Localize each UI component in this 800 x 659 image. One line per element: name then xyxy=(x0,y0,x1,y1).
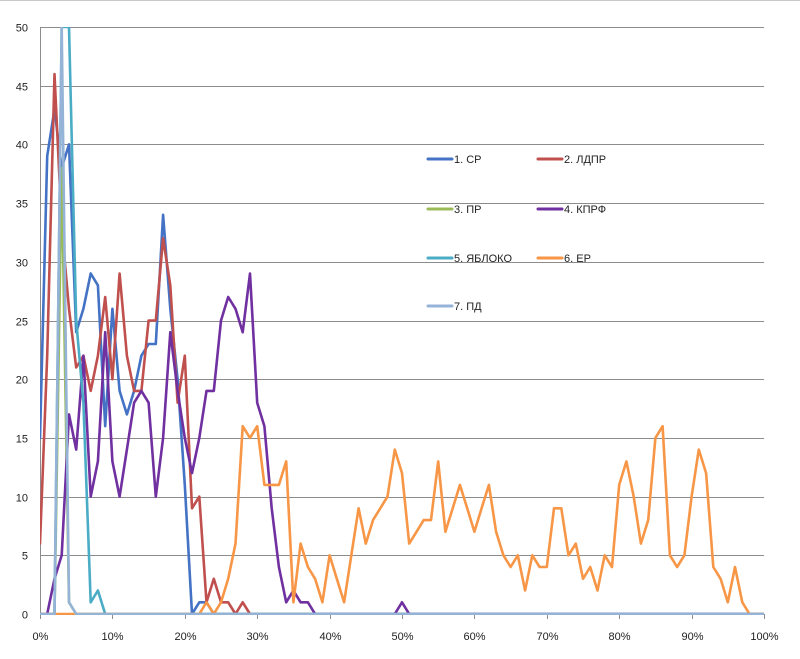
legend-label: 3. ПР xyxy=(454,204,481,216)
series-line-1 xyxy=(40,107,764,615)
y-tick-label: 30 xyxy=(16,258,28,270)
series-line-7 xyxy=(40,27,764,615)
series-line-6 xyxy=(40,424,764,615)
legend-label: 1. СР xyxy=(454,154,482,166)
series-line-3 xyxy=(40,166,764,615)
y-tick-label: 15 xyxy=(16,434,28,446)
x-tick-label: 10% xyxy=(101,631,123,643)
x-tick-label: 100% xyxy=(750,631,778,643)
y-tick-label: 5 xyxy=(22,551,28,563)
series-lines xyxy=(40,27,764,615)
y-tick-label: 20 xyxy=(16,375,28,387)
y-tick-label: 10 xyxy=(16,493,28,505)
x-tick-label: 50% xyxy=(391,631,413,643)
x-tick-label: 90% xyxy=(681,631,703,643)
y-tick-label: 50 xyxy=(16,23,28,35)
legend-label: 6. ЕР xyxy=(564,253,591,265)
series-line-2 xyxy=(40,72,764,615)
y-tick-label: 0 xyxy=(22,610,28,622)
y-tick-label: 45 xyxy=(16,82,28,94)
x-tick-label: 20% xyxy=(174,631,196,643)
x-tick-label: 40% xyxy=(319,631,341,643)
legend-label: 5. ЯБЛОКО xyxy=(454,253,512,265)
x-tick-label: 80% xyxy=(608,631,630,643)
y-tick-label: 40 xyxy=(16,140,28,152)
legend-label: 2. ЛДПР xyxy=(564,154,606,166)
legend-label: 7. ПД xyxy=(454,301,482,313)
x-tick-label: 30% xyxy=(246,631,268,643)
x-tick-label: 0% xyxy=(33,631,49,643)
axes: 0 5 10 15 20 25 30 35 40 45 50 0% 10% 20% 30% 40% 50% 60%… xyxy=(16,23,779,644)
x-tick-label: 70% xyxy=(536,631,558,643)
x-tick-label: 60% xyxy=(463,631,485,643)
legend: 1. СР 2. ЛДПР 3. ПР 4. КПРФ 5. ЯБЛОКО 6. ЕР 7.… xyxy=(426,154,606,313)
y-tick-label: 35 xyxy=(16,199,28,211)
legend-label: 4. КПРФ xyxy=(564,204,606,216)
y-tick-label: 25 xyxy=(16,317,28,329)
